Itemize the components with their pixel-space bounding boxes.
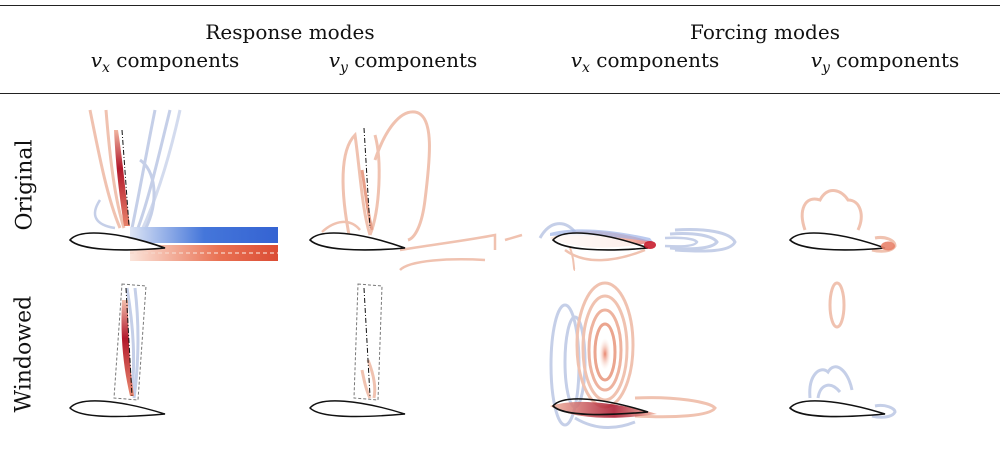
panel-forcing-vx-windowed (549, 281, 717, 430)
column-header-forcing-vx: vx components (570, 48, 720, 76)
panel-response-vy-windowed (309, 283, 406, 418)
row-label-original: Original (12, 139, 38, 231)
group-header-response: Response modes (205, 20, 375, 44)
column-header-response-vy: vy components (328, 48, 478, 76)
panel-forcing-vx-original (538, 222, 737, 271)
panel-forcing-vy-original (788, 189, 897, 253)
group-header-forcing: Forcing modes (690, 20, 840, 44)
panel-response-vy-original (308, 110, 523, 271)
row-label-windowed: Windowed (11, 295, 37, 413)
column-header-forcing-vy: vy components (810, 48, 960, 76)
table-top-rule (0, 5, 1000, 6)
table-mid-rule (0, 93, 1000, 94)
panel-forcing-vy-windowed (788, 281, 897, 419)
column-header-response-vx: vx components (90, 48, 240, 76)
panel-response-vx-windowed (69, 283, 166, 418)
panel-response-vx-original (68, 109, 278, 261)
